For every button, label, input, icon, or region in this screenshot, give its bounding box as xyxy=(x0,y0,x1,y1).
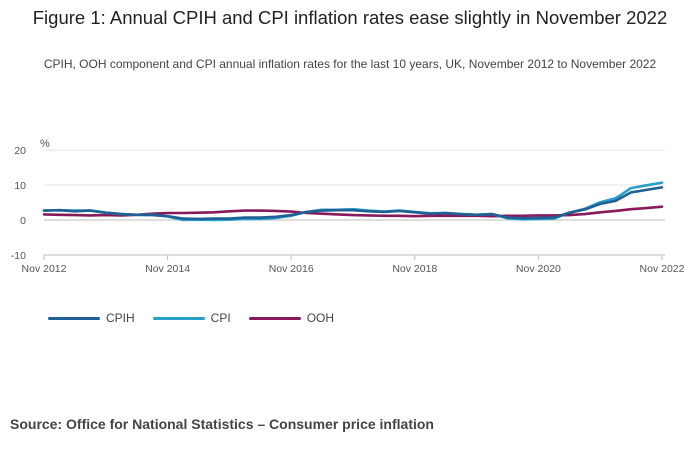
y-tick-label: 10 xyxy=(14,180,26,192)
chart-title: Figure 1: Annual CPIH and CPI inflation … xyxy=(32,7,668,28)
y-tick-label: 0 xyxy=(20,215,26,227)
chart-subtitle: CPIH, OOH component and CPI annual infla… xyxy=(43,57,657,71)
legend-label-cpih: CPIH xyxy=(106,311,135,325)
y-axis-unit: % xyxy=(40,138,50,150)
legend: CPIH CPI OOH xyxy=(48,311,352,325)
x-tick-label: Nov 2014 xyxy=(145,263,190,275)
x-tick-label: Nov 2016 xyxy=(269,263,314,275)
x-axis: Nov 2012 Nov 2014 Nov 2016 Nov 2018 Nov 2020… xyxy=(22,255,685,275)
legend-item-ooh[interactable]: OOH xyxy=(248,311,335,325)
series-lines xyxy=(42,181,664,222)
legend-swatch-cpi xyxy=(152,316,205,320)
x-tick-label: Nov 2012 xyxy=(22,263,67,275)
x-tick-label: Nov 2018 xyxy=(392,263,437,275)
y-tick-label: -10 xyxy=(11,250,26,262)
legend-item-cpi[interactable]: CPI xyxy=(152,311,231,325)
legend-label-cpi: CPI xyxy=(210,311,231,325)
x-tick-label: Nov 2022 xyxy=(640,263,685,275)
legend-item-cpih[interactable]: CPIH xyxy=(48,311,135,325)
source-note: Source: Office for National Statistics –… xyxy=(10,416,434,432)
y-tick-label: 20 xyxy=(14,145,26,157)
gridlines xyxy=(44,149,665,256)
legend-swatch-cpih xyxy=(48,316,100,320)
y-axis: -10 0 10 20 xyxy=(11,145,26,262)
series-line-cpih[interactable] xyxy=(42,186,664,221)
legend-swatch-ooh xyxy=(248,316,301,320)
x-tick-label: Nov 2020 xyxy=(516,263,561,275)
legend-label-ooh: OOH xyxy=(306,311,335,325)
